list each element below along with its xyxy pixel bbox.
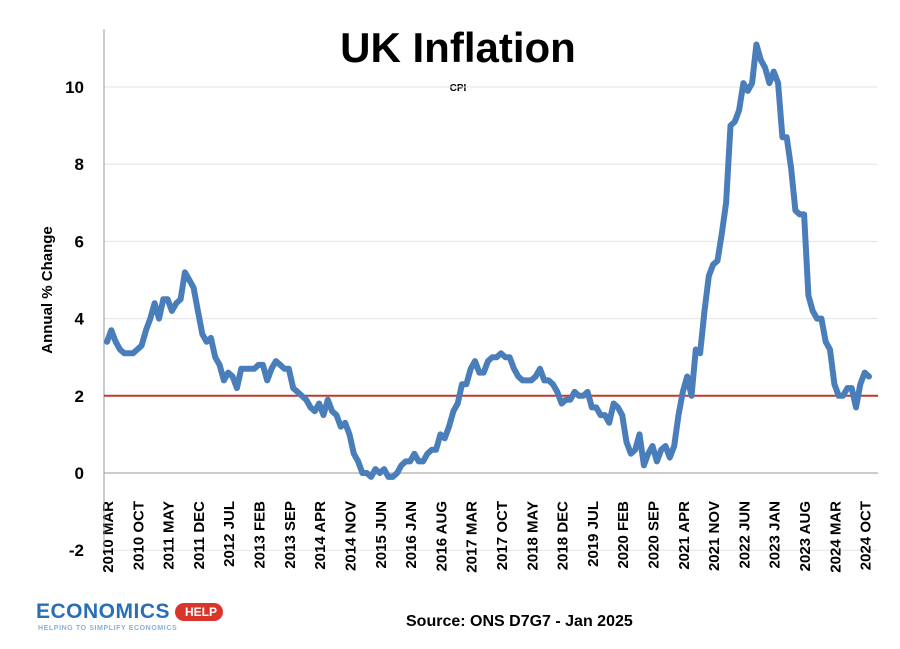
- x-tick-label: 2017 OCT: [494, 501, 511, 570]
- chart-subtitle: CPI: [450, 83, 467, 94]
- economics-help-logo[interactable]: ECONOMICS HELP HELPING TO SIMPLIFY ECONO…: [36, 600, 236, 640]
- source-note: Source: ONS D7G7 - Jan 2025: [406, 613, 633, 630]
- y-tick-label: 2: [75, 387, 84, 406]
- x-tick-label: 2020 SEP: [646, 501, 663, 569]
- x-tick-label: 2023 AUG: [797, 501, 814, 571]
- x-tick-label: 2012 JUL: [221, 501, 238, 567]
- x-tick-label: 2017 MAR: [464, 501, 481, 573]
- y-tick-label: -2: [69, 541, 84, 560]
- x-tick-label: 2018 DEC: [555, 501, 572, 570]
- series-cpi-line: [104, 41, 872, 480]
- logo-tagline: HELPING TO SIMPLIFY ECONOMICS: [38, 625, 178, 632]
- y-tick-label: 8: [75, 155, 84, 174]
- x-tick-labels: 2010 MAR 2010 OCT 2011 MAY 2011 DEC 2012 JUL…: [100, 501, 875, 573]
- x-tick-label: 2016 JAN: [403, 501, 420, 569]
- y-axis-label: Annual % Change: [39, 226, 56, 354]
- x-tick-label: 2010 MAR: [100, 501, 117, 573]
- x-tick-label: 2014 APR: [312, 501, 329, 570]
- x-tick-label: 2019 JUL: [585, 501, 602, 567]
- y-tick-labels: -2 0 2 4 6 8 10: [65, 78, 84, 560]
- x-tick-label: 2011 MAY: [161, 501, 178, 570]
- y-tick-label: 6: [75, 232, 84, 251]
- chart-title: UK Inflation: [340, 24, 576, 71]
- x-tick-label: 2016 AUG: [433, 501, 450, 571]
- x-tick-label: 2013 FEB: [252, 501, 269, 569]
- x-tick-label: 2015 JUN: [373, 501, 390, 569]
- x-tick-label: 2024 MAR: [827, 501, 844, 573]
- x-tick-label: 2021 APR: [676, 501, 693, 570]
- x-tick-label: 2023 JAN: [767, 501, 784, 569]
- logo-text: ECONOMICS: [36, 600, 171, 623]
- x-tick-label: 2011 DEC: [191, 501, 208, 570]
- x-tick-label: 2021 NOV: [706, 501, 723, 571]
- logo-badge: HELP: [175, 603, 224, 621]
- y-tick-label: 10: [65, 78, 84, 97]
- x-tick-label: 2014 NOV: [343, 501, 360, 571]
- x-tick-label: 2020 FEB: [615, 501, 632, 569]
- x-tick-label: 2013 SEP: [282, 501, 299, 569]
- x-tick-label: 2010 OCT: [130, 501, 147, 570]
- gridlines: [104, 86, 878, 551]
- x-tick-label: 2022 JUN: [736, 501, 753, 569]
- x-tick-label: 2018 MAY: [524, 501, 541, 571]
- x-tick-label: 2024 OCT: [858, 501, 875, 570]
- y-tick-label: 0: [75, 464, 84, 483]
- y-tick-label: 4: [75, 310, 85, 329]
